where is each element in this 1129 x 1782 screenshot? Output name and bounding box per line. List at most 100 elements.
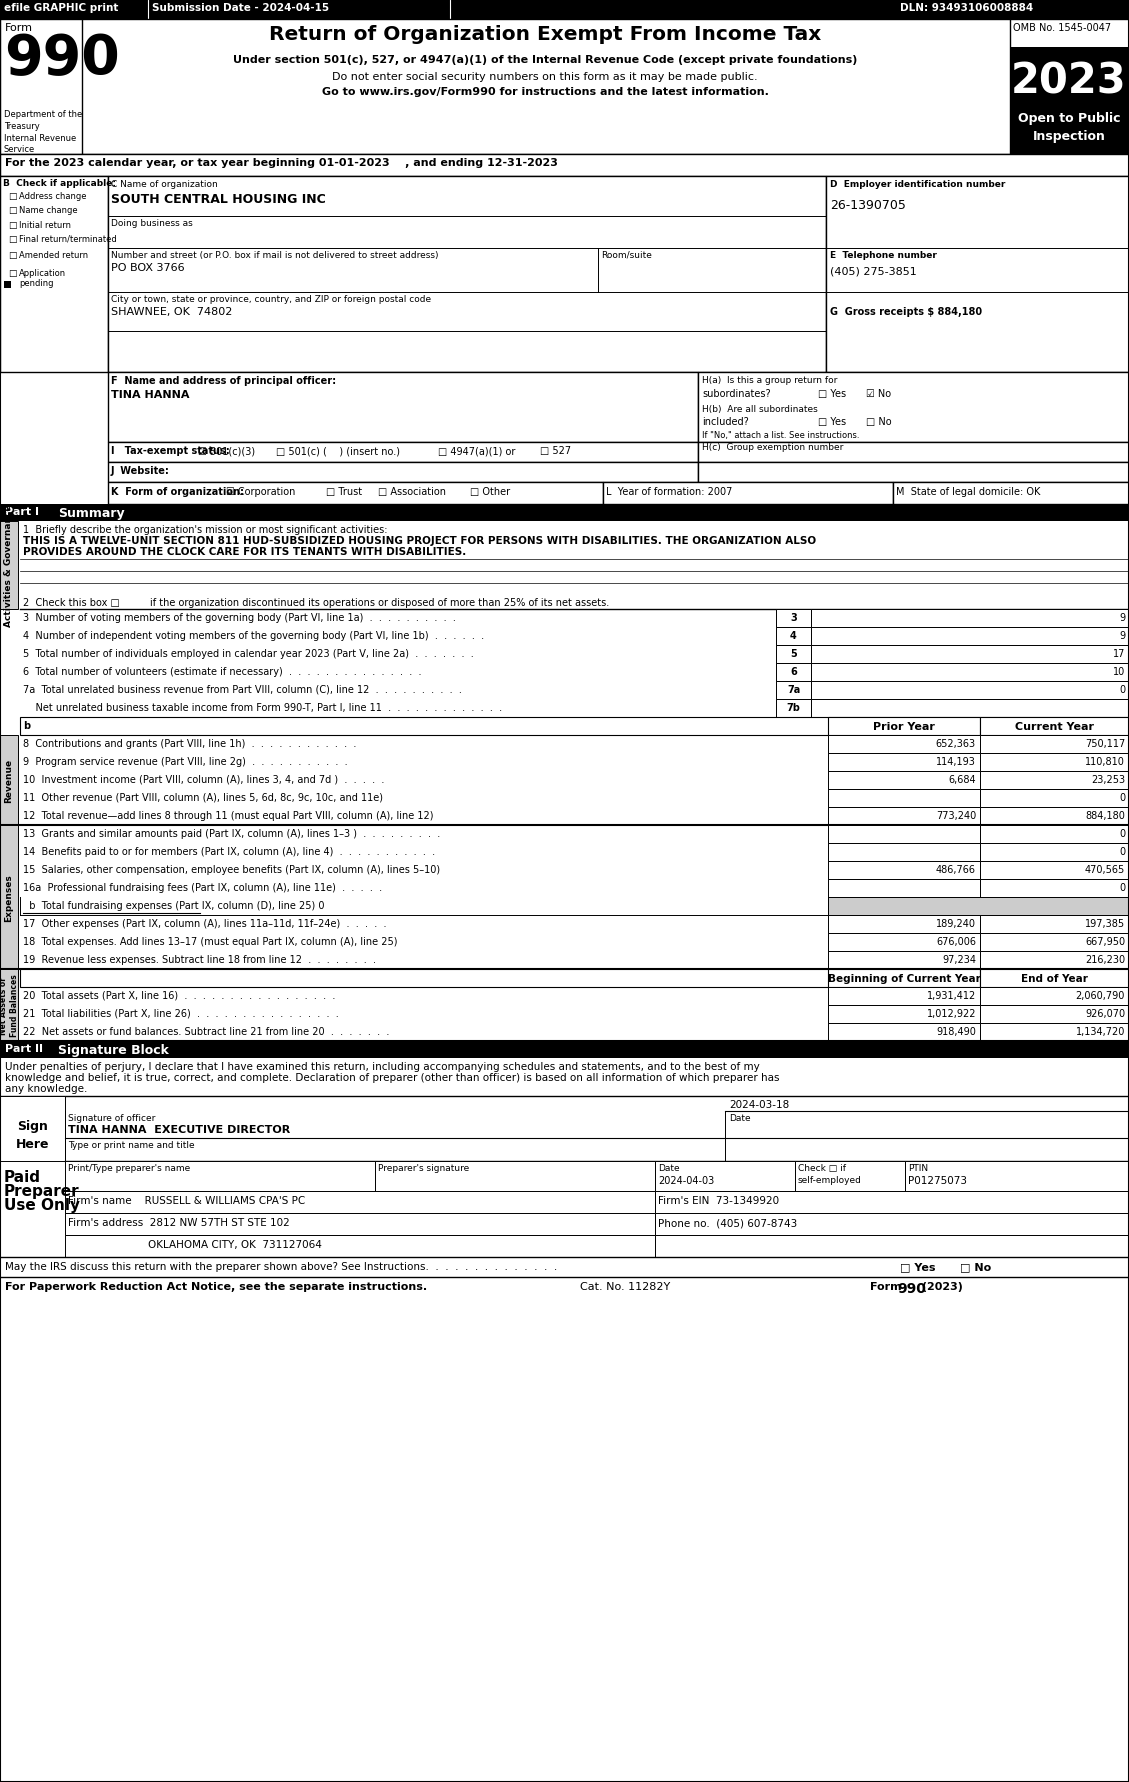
Text: (405) 275-3851: (405) 275-3851 xyxy=(830,267,917,276)
Bar xyxy=(980,969,1129,987)
Bar xyxy=(826,176,1129,372)
Bar xyxy=(0,522,18,609)
Text: PTIN: PTIN xyxy=(908,1164,928,1173)
Text: 16a  Professional fundraising fees (Part IX, column (A), line 11e)  .  .  .  .  : 16a Professional fundraising fees (Part … xyxy=(23,882,382,893)
Bar xyxy=(905,1162,1129,1192)
Text: 10: 10 xyxy=(1113,666,1124,677)
Text: □ Trust: □ Trust xyxy=(326,486,362,497)
Bar xyxy=(0,825,18,969)
Text: Do not enter social security numbers on this form as it may be made public.: Do not enter social security numbers on … xyxy=(332,71,758,82)
Text: For the 2023 calendar year, or tax year beginning 01-01-2023    , and ending 12-: For the 2023 calendar year, or tax year … xyxy=(5,159,558,168)
Bar xyxy=(828,1023,980,1041)
Bar xyxy=(108,176,826,372)
Text: 189,240: 189,240 xyxy=(936,918,975,928)
Text: Signature of officer: Signature of officer xyxy=(68,1114,156,1123)
Bar xyxy=(828,969,980,987)
Bar xyxy=(655,1162,795,1192)
Bar xyxy=(828,952,980,969)
Text: □ Yes: □ Yes xyxy=(900,1262,936,1271)
Text: M  State of legal domicile: OK: M State of legal domicile: OK xyxy=(896,486,1041,497)
Text: Type or print name and title: Type or print name and title xyxy=(68,1140,194,1149)
Text: 22  Net assets or fund balances. Subtract line 21 from line 20  .  .  .  .  .  .: 22 Net assets or fund balances. Subtract… xyxy=(23,1026,390,1037)
Text: G  Gross receipts $ 884,180: G Gross receipts $ 884,180 xyxy=(830,307,982,317)
Bar xyxy=(980,825,1129,843)
Text: 10  Investment income (Part VIII, column (A), lines 3, 4, and 7d )  .  .  .  .  : 10 Investment income (Part VIII, column … xyxy=(23,775,384,784)
Text: subordinates?: subordinates? xyxy=(702,388,771,399)
Bar xyxy=(0,1041,1129,1059)
Text: Expenses: Expenses xyxy=(5,873,14,921)
Text: Net unrelated business taxable income from Form 990-T, Part I, line 11  .  .  . : Net unrelated business taxable income fr… xyxy=(23,702,502,713)
Text: H(a)  Is this a group return for: H(a) Is this a group return for xyxy=(702,376,838,385)
Bar xyxy=(776,663,811,683)
Bar xyxy=(828,736,980,754)
Text: 20  Total assets (Part X, line 16)  .  .  .  .  .  .  .  .  .  .  .  .  .  .  . : 20 Total assets (Part X, line 16) . . . … xyxy=(23,991,335,1000)
Bar xyxy=(20,898,828,916)
Bar xyxy=(828,861,980,880)
Text: H(b)  Are all subordinates: H(b) Are all subordinates xyxy=(702,405,817,413)
Text: Use Only: Use Only xyxy=(5,1198,80,1212)
Bar xyxy=(980,1005,1129,1023)
Bar xyxy=(776,627,811,645)
Text: 2  Check this box □: 2 Check this box □ xyxy=(23,597,120,608)
Bar xyxy=(0,20,1129,155)
Bar xyxy=(0,20,82,155)
Bar xyxy=(65,1192,655,1214)
Text: C Name of organization: C Name of organization xyxy=(111,180,218,189)
Text: Final return/terminated: Final return/terminated xyxy=(19,235,116,244)
Text: For Paperwork Reduction Act Notice, see the separate instructions.: For Paperwork Reduction Act Notice, see … xyxy=(5,1281,427,1292)
Text: F  Name and address of principal officer:: F Name and address of principal officer: xyxy=(111,376,336,385)
Bar xyxy=(776,609,811,627)
Bar xyxy=(828,916,980,934)
Text: 0: 0 xyxy=(1119,846,1124,857)
Bar xyxy=(980,718,1129,736)
Bar xyxy=(20,718,1129,736)
Bar xyxy=(828,807,980,825)
Text: J  Website:: J Website: xyxy=(111,465,169,476)
Text: knowledge and belief, it is true, correct, and complete. Declaration of preparer: knowledge and belief, it is true, correc… xyxy=(5,1073,779,1082)
Bar xyxy=(776,683,811,700)
Text: 0: 0 xyxy=(1119,793,1124,802)
Text: 23,253: 23,253 xyxy=(1091,775,1124,784)
Bar xyxy=(980,934,1129,952)
Text: ☑ Corporation: ☑ Corporation xyxy=(226,486,296,497)
Bar xyxy=(698,463,1129,483)
Bar xyxy=(0,736,18,825)
Bar xyxy=(980,952,1129,969)
Text: 9  Program service revenue (Part VIII, line 2g)  .  .  .  .  .  .  .  .  .  .  .: 9 Program service revenue (Part VIII, li… xyxy=(23,757,348,766)
Bar xyxy=(980,987,1129,1005)
Text: 884,180: 884,180 xyxy=(1085,811,1124,820)
Text: Revenue: Revenue xyxy=(5,759,14,802)
Text: 470,565: 470,565 xyxy=(1085,864,1124,875)
Bar xyxy=(108,483,603,504)
Text: 9: 9 xyxy=(1119,613,1124,622)
Bar xyxy=(828,898,1129,916)
Text: Phone no.  (405) 607-8743: Phone no. (405) 607-8743 xyxy=(658,1217,797,1228)
Text: 26-1390705: 26-1390705 xyxy=(830,200,905,212)
Text: Current Year: Current Year xyxy=(1015,722,1094,732)
Text: Net Assets or
Fund Balances: Net Assets or Fund Balances xyxy=(0,975,19,1037)
Text: Open to Public
Inspection: Open to Public Inspection xyxy=(1017,112,1120,143)
Text: Prior Year: Prior Year xyxy=(873,722,935,732)
Text: 216,230: 216,230 xyxy=(1085,955,1124,964)
Text: Application
pending: Application pending xyxy=(19,269,67,289)
Text: if the organization discontinued its operations or disposed of more than 25% of : if the organization discontinued its ope… xyxy=(150,597,610,608)
Text: Summary: Summary xyxy=(58,506,124,520)
Bar xyxy=(828,987,980,1005)
Text: 12  Total revenue—add lines 8 through 11 (must equal Part VIII, column (A), line: 12 Total revenue—add lines 8 through 11 … xyxy=(23,811,434,820)
Text: End of Year: End of Year xyxy=(1021,973,1088,984)
Text: 1,134,720: 1,134,720 xyxy=(1076,1026,1124,1037)
Text: 676,006: 676,006 xyxy=(936,937,975,946)
Text: Beginning of Current Year: Beginning of Current Year xyxy=(828,973,980,984)
Text: 8  Contributions and grants (Part VIII, line 1h)  .  .  .  .  .  .  .  .  .  .  : 8 Contributions and grants (Part VIII, l… xyxy=(23,738,357,748)
Text: □ No: □ No xyxy=(960,1262,991,1271)
Bar xyxy=(698,442,1129,463)
Text: 7b: 7b xyxy=(787,702,800,713)
Bar xyxy=(828,754,980,772)
Text: Firm's address  2812 NW 57TH ST STE 102: Firm's address 2812 NW 57TH ST STE 102 xyxy=(68,1217,290,1228)
Bar xyxy=(811,627,1129,645)
Text: Form: Form xyxy=(5,23,33,34)
Text: Address change: Address change xyxy=(19,192,87,201)
Text: Signature Block: Signature Block xyxy=(58,1044,169,1057)
Bar xyxy=(795,1162,905,1192)
Text: □: □ xyxy=(8,221,17,230)
